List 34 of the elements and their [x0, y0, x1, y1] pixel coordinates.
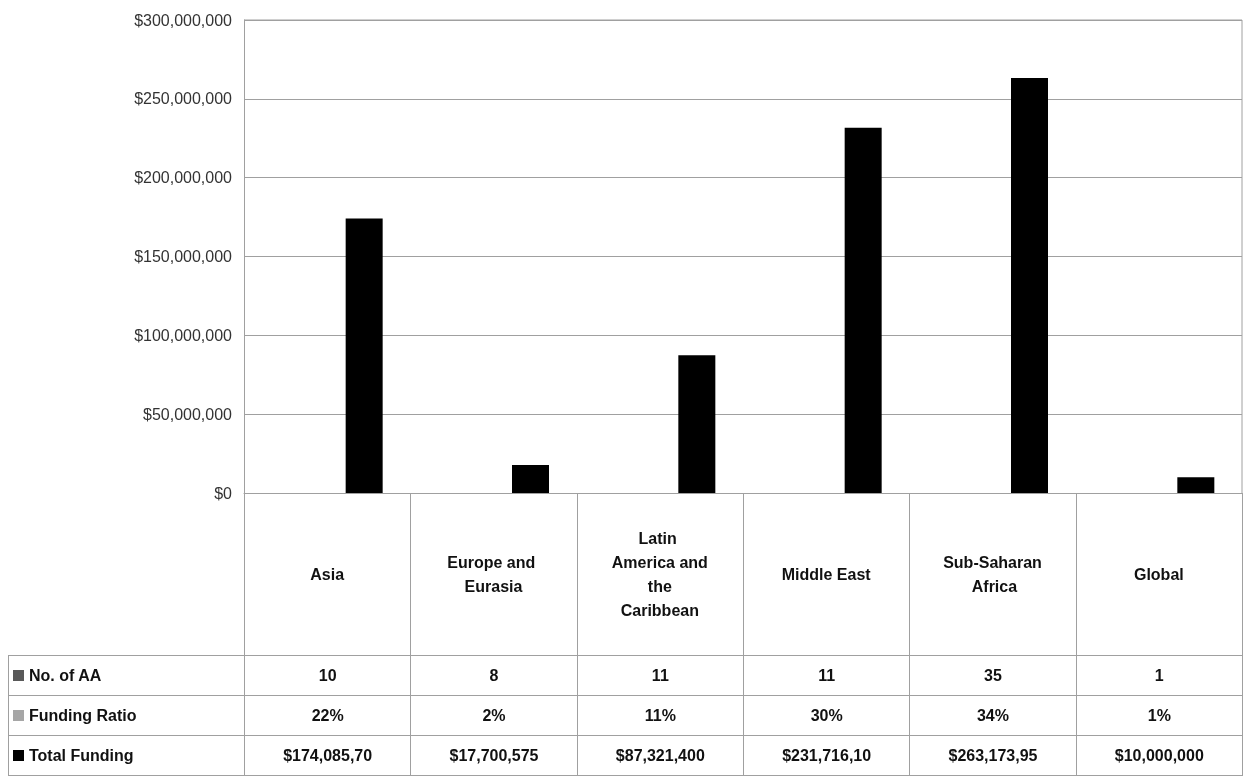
y-tick-label: $50,000,000 [143, 405, 233, 423]
x-tick-label: Latin America and the Caribbean [611, 529, 708, 619]
y-tick-label: $150,000,000 [134, 248, 233, 265]
data-label: 8 [410, 655, 578, 696]
data-label: $174,085,70 [244, 735, 411, 776]
legend-label: No. of AA [8, 655, 245, 696]
data-label: 2% [410, 695, 578, 736]
x-tick-label: Middle East [781, 565, 872, 583]
data-label: 10 [244, 655, 411, 696]
y-tick-label: $100,000,000 [134, 326, 233, 344]
x-tick-label: Asia [310, 565, 345, 583]
data-label: $17,700,575 [410, 735, 578, 776]
data-label: $231,716,10 [743, 735, 910, 776]
x-tick-label: Europe and Eurasia [447, 553, 540, 595]
data-label: $263,173,95 [909, 735, 1077, 776]
y-tick-label: $300,000,000 [134, 11, 233, 29]
y-tick-label: $200,000,000 [134, 169, 233, 187]
y-tick-label: $0 [214, 484, 233, 502]
data-label: 34% [909, 695, 1077, 736]
data-label: 1 [1076, 655, 1243, 696]
x-tick-label: Sub-Saharan Africa [943, 553, 1042, 595]
data-label: 30% [743, 695, 910, 736]
data-label: $87,321,400 [577, 735, 744, 776]
legend-label: Funding Ratio [8, 695, 245, 736]
legend-label: Total Funding [8, 735, 245, 776]
data-label: 11 [743, 655, 910, 696]
y-tick-label: $250,000,000 [134, 90, 233, 108]
data-label: 35 [909, 655, 1077, 696]
x-tick-label: Global [1133, 565, 1184, 583]
data-label: $10,000,000 [1076, 735, 1243, 776]
data-label: 11% [577, 695, 744, 736]
data-label: 22% [244, 695, 411, 736]
data-label: 11 [577, 655, 744, 696]
data-label: 1% [1076, 695, 1243, 736]
